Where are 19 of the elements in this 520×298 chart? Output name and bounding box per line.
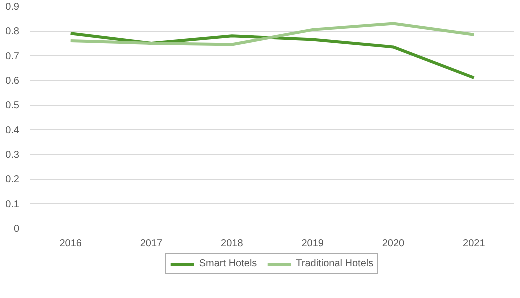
legend-label: Traditional Hotels: [296, 258, 374, 270]
legend-label: Smart Hotels: [199, 258, 258, 270]
y-tick-label: 0.4: [6, 125, 20, 136]
y-tick-label: 0.2: [6, 174, 20, 186]
y-tick-label: 0.3: [6, 150, 20, 161]
x-tick-label: 2018: [221, 238, 244, 250]
y-tick-label: 0.7: [6, 51, 20, 62]
y-tick-label: 0: [14, 224, 20, 235]
y-tick-label: 0.9: [6, 2, 20, 13]
y-tick-label: 0.1: [6, 199, 20, 210]
y-tick-label: 0.8: [6, 26, 20, 38]
line-series: [69, 22, 476, 46]
x-tick-label: 2020: [382, 238, 406, 250]
x-tick-label: 2021: [463, 238, 486, 250]
x-tick-label: 2019: [302, 238, 324, 250]
x-tick-label: 2016: [60, 238, 82, 250]
x-tick-label: 2017: [140, 238, 164, 250]
y-tick-label: 0.6: [6, 76, 20, 87]
y-tick-label: 0.5: [6, 100, 20, 112]
